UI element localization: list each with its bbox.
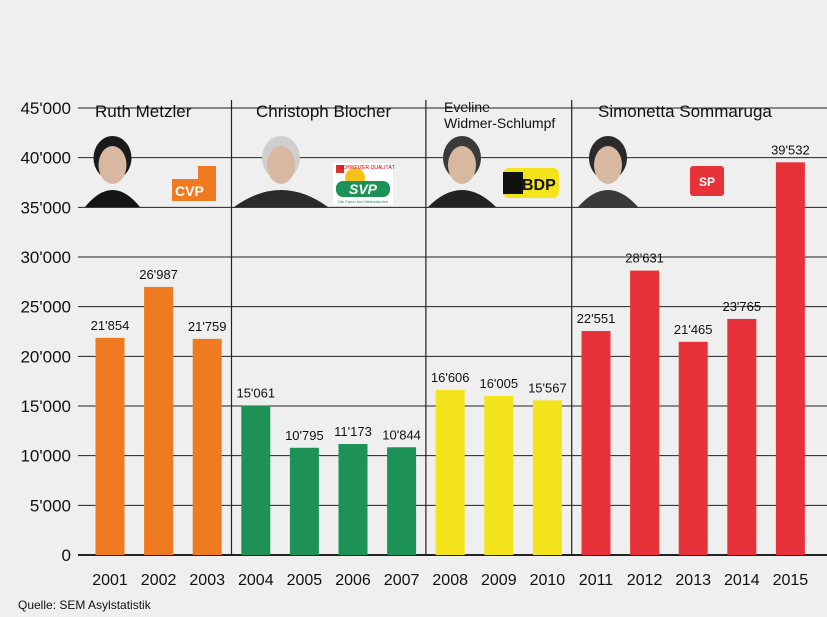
x-tick-label-2006: 2006: [335, 572, 371, 589]
sp-logo: SP: [690, 166, 724, 196]
portrait-face: [267, 146, 295, 184]
bar-2006: [338, 444, 368, 555]
bar-2013: [678, 341, 708, 555]
value-label-2010: 15'567: [528, 380, 567, 395]
value-labels: 21'854 26'987 21'759 15'061 10'795 11'173 10'8…: [91, 142, 810, 442]
portrait-photo: [428, 136, 496, 207]
group-dividers: [230, 100, 573, 555]
x-tick-label-2012: 2012: [627, 572, 663, 589]
group-names: Ruth Metzler Christoph Blocher EvelineWidm…: [95, 99, 772, 131]
cvp-logo-box: [172, 179, 216, 201]
svp-logo-flag: [336, 165, 344, 173]
group-name: Christoph Blocher: [256, 102, 391, 121]
portrait-body: [578, 190, 638, 207]
bar-2010: [532, 400, 562, 555]
portrait-photo: [234, 136, 328, 207]
sp-logo-bg: [690, 166, 724, 196]
sp-logo-text: SP: [699, 175, 715, 189]
bar-2002: [144, 286, 174, 555]
x-axis-tick-labels: 2001 2002 2003 2004 2005 2006 2007 2008 2009 2010…: [92, 572, 808, 589]
value-label-2005: 10'795: [285, 428, 324, 443]
portrait-body: [85, 190, 140, 207]
value-label-2011: 22'551: [577, 311, 616, 326]
y-tick-label: 35'000: [20, 198, 71, 217]
svp-logo: SCHWEIZER QUALITÄT SVP Die Partei des Mitt…: [333, 163, 395, 205]
cvp-logo: CVP: [172, 166, 216, 201]
value-label-2007: 10'844: [382, 427, 421, 442]
x-tick-label-2008: 2008: [432, 572, 468, 589]
y-tick-label: 30'000: [20, 248, 71, 267]
y-tick-label: 25'000: [20, 298, 71, 317]
bar-2011: [581, 330, 611, 555]
value-label-2014: 23'765: [722, 299, 761, 314]
y-tick-label: 40'000: [20, 149, 71, 168]
y-tick-label: 45'000: [20, 99, 71, 118]
value-label-2009: 16'005: [479, 376, 518, 391]
bar-2004: [241, 405, 271, 555]
svp-logo-subline: Die Partei des Mittelstandes: [338, 199, 388, 204]
x-tick-label-2007: 2007: [384, 572, 420, 589]
group-name-line: Widmer-Schlumpf: [444, 115, 555, 131]
y-axis-tick-labels: 0 5'000 10'000 15'000 20'000 25'000 30'000 35'0…: [20, 99, 71, 565]
x-tick-label-2015: 2015: [773, 572, 809, 589]
bdp-logo-block: [503, 172, 523, 194]
x-tick-label-2002: 2002: [141, 572, 177, 589]
value-label-2015: 39'532: [771, 142, 810, 157]
x-tick-label-2013: 2013: [675, 572, 711, 589]
portrait-body: [234, 190, 328, 207]
value-label-2001: 21'854: [91, 318, 130, 333]
y-tick-label: 15'000: [20, 397, 71, 416]
x-tick-label-2003: 2003: [189, 572, 225, 589]
bdp-logo-text: BDP: [522, 177, 556, 194]
svp-logo-band: [336, 181, 390, 197]
party-logos: CVP SCHWEIZER QUALITÄT SVP Die Partei des M…: [172, 163, 724, 205]
svp-logo-text: SVP: [349, 181, 378, 197]
group-name-line: Eveline: [444, 99, 490, 115]
portrait-face: [594, 146, 622, 184]
bar-2001: [95, 337, 125, 555]
x-tick-label-2004: 2004: [238, 572, 274, 589]
value-label-2004: 15'061: [236, 385, 275, 400]
y-tick-label: 5'000: [30, 496, 71, 515]
portrait-photo: [85, 136, 140, 207]
bar-2015: [775, 162, 805, 555]
group-name: Ruth Metzler: [95, 102, 192, 121]
x-tick-label-2005: 2005: [287, 572, 323, 589]
value-label-2008: 16'606: [431, 370, 470, 385]
value-label-2002: 26'987: [139, 267, 178, 282]
source-note: Quelle: SEM Asylstatistik: [18, 598, 151, 612]
group-name: Simonetta Sommaruga: [598, 102, 772, 121]
value-label-2013: 21'465: [674, 322, 713, 337]
bar-2007: [387, 447, 417, 555]
x-tick-label-2001: 2001: [92, 572, 128, 589]
cvp-logo-tab: [198, 166, 216, 179]
portrait-face: [448, 146, 476, 184]
bars: [95, 162, 805, 555]
x-tick-label-2014: 2014: [724, 572, 760, 589]
bar-2003: [192, 338, 222, 555]
y-tick-label: 20'000: [20, 347, 71, 366]
bar-2012: [630, 270, 660, 555]
bar-2014: [727, 318, 757, 555]
value-label-2012: 28'631: [625, 251, 664, 266]
svp-logo-tagline: SCHWEIZER QUALITÄT: [339, 164, 395, 171]
y-tick-label: 0: [62, 546, 71, 565]
y-tick-label: 10'000: [20, 447, 71, 466]
bar-2005: [289, 447, 319, 555]
x-tick-label-2011: 2011: [579, 572, 614, 589]
bdp-logo: BDP: [503, 168, 559, 198]
bar-2009: [484, 396, 514, 555]
x-tick-label-2010: 2010: [530, 572, 566, 589]
portrait-face: [98, 146, 127, 184]
cvp-logo-text: CVP: [175, 183, 204, 199]
portraits: [85, 136, 638, 207]
x-tick-label-2009: 2009: [481, 572, 517, 589]
bar-2008: [435, 390, 465, 555]
portrait-body: [428, 190, 496, 207]
portrait-photo: [578, 136, 638, 207]
value-label-2006: 11'173: [334, 424, 372, 439]
value-label-2003: 21'759: [188, 319, 227, 334]
